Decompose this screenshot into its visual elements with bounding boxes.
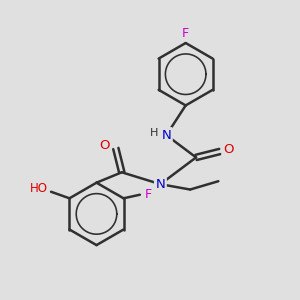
Text: F: F (182, 27, 189, 40)
Text: HO: HO (30, 182, 48, 195)
Text: O: O (223, 142, 233, 156)
Text: N: N (155, 178, 165, 191)
Text: F: F (145, 188, 152, 201)
Text: O: O (99, 139, 110, 152)
Text: N: N (161, 129, 171, 142)
Text: H: H (150, 128, 158, 138)
